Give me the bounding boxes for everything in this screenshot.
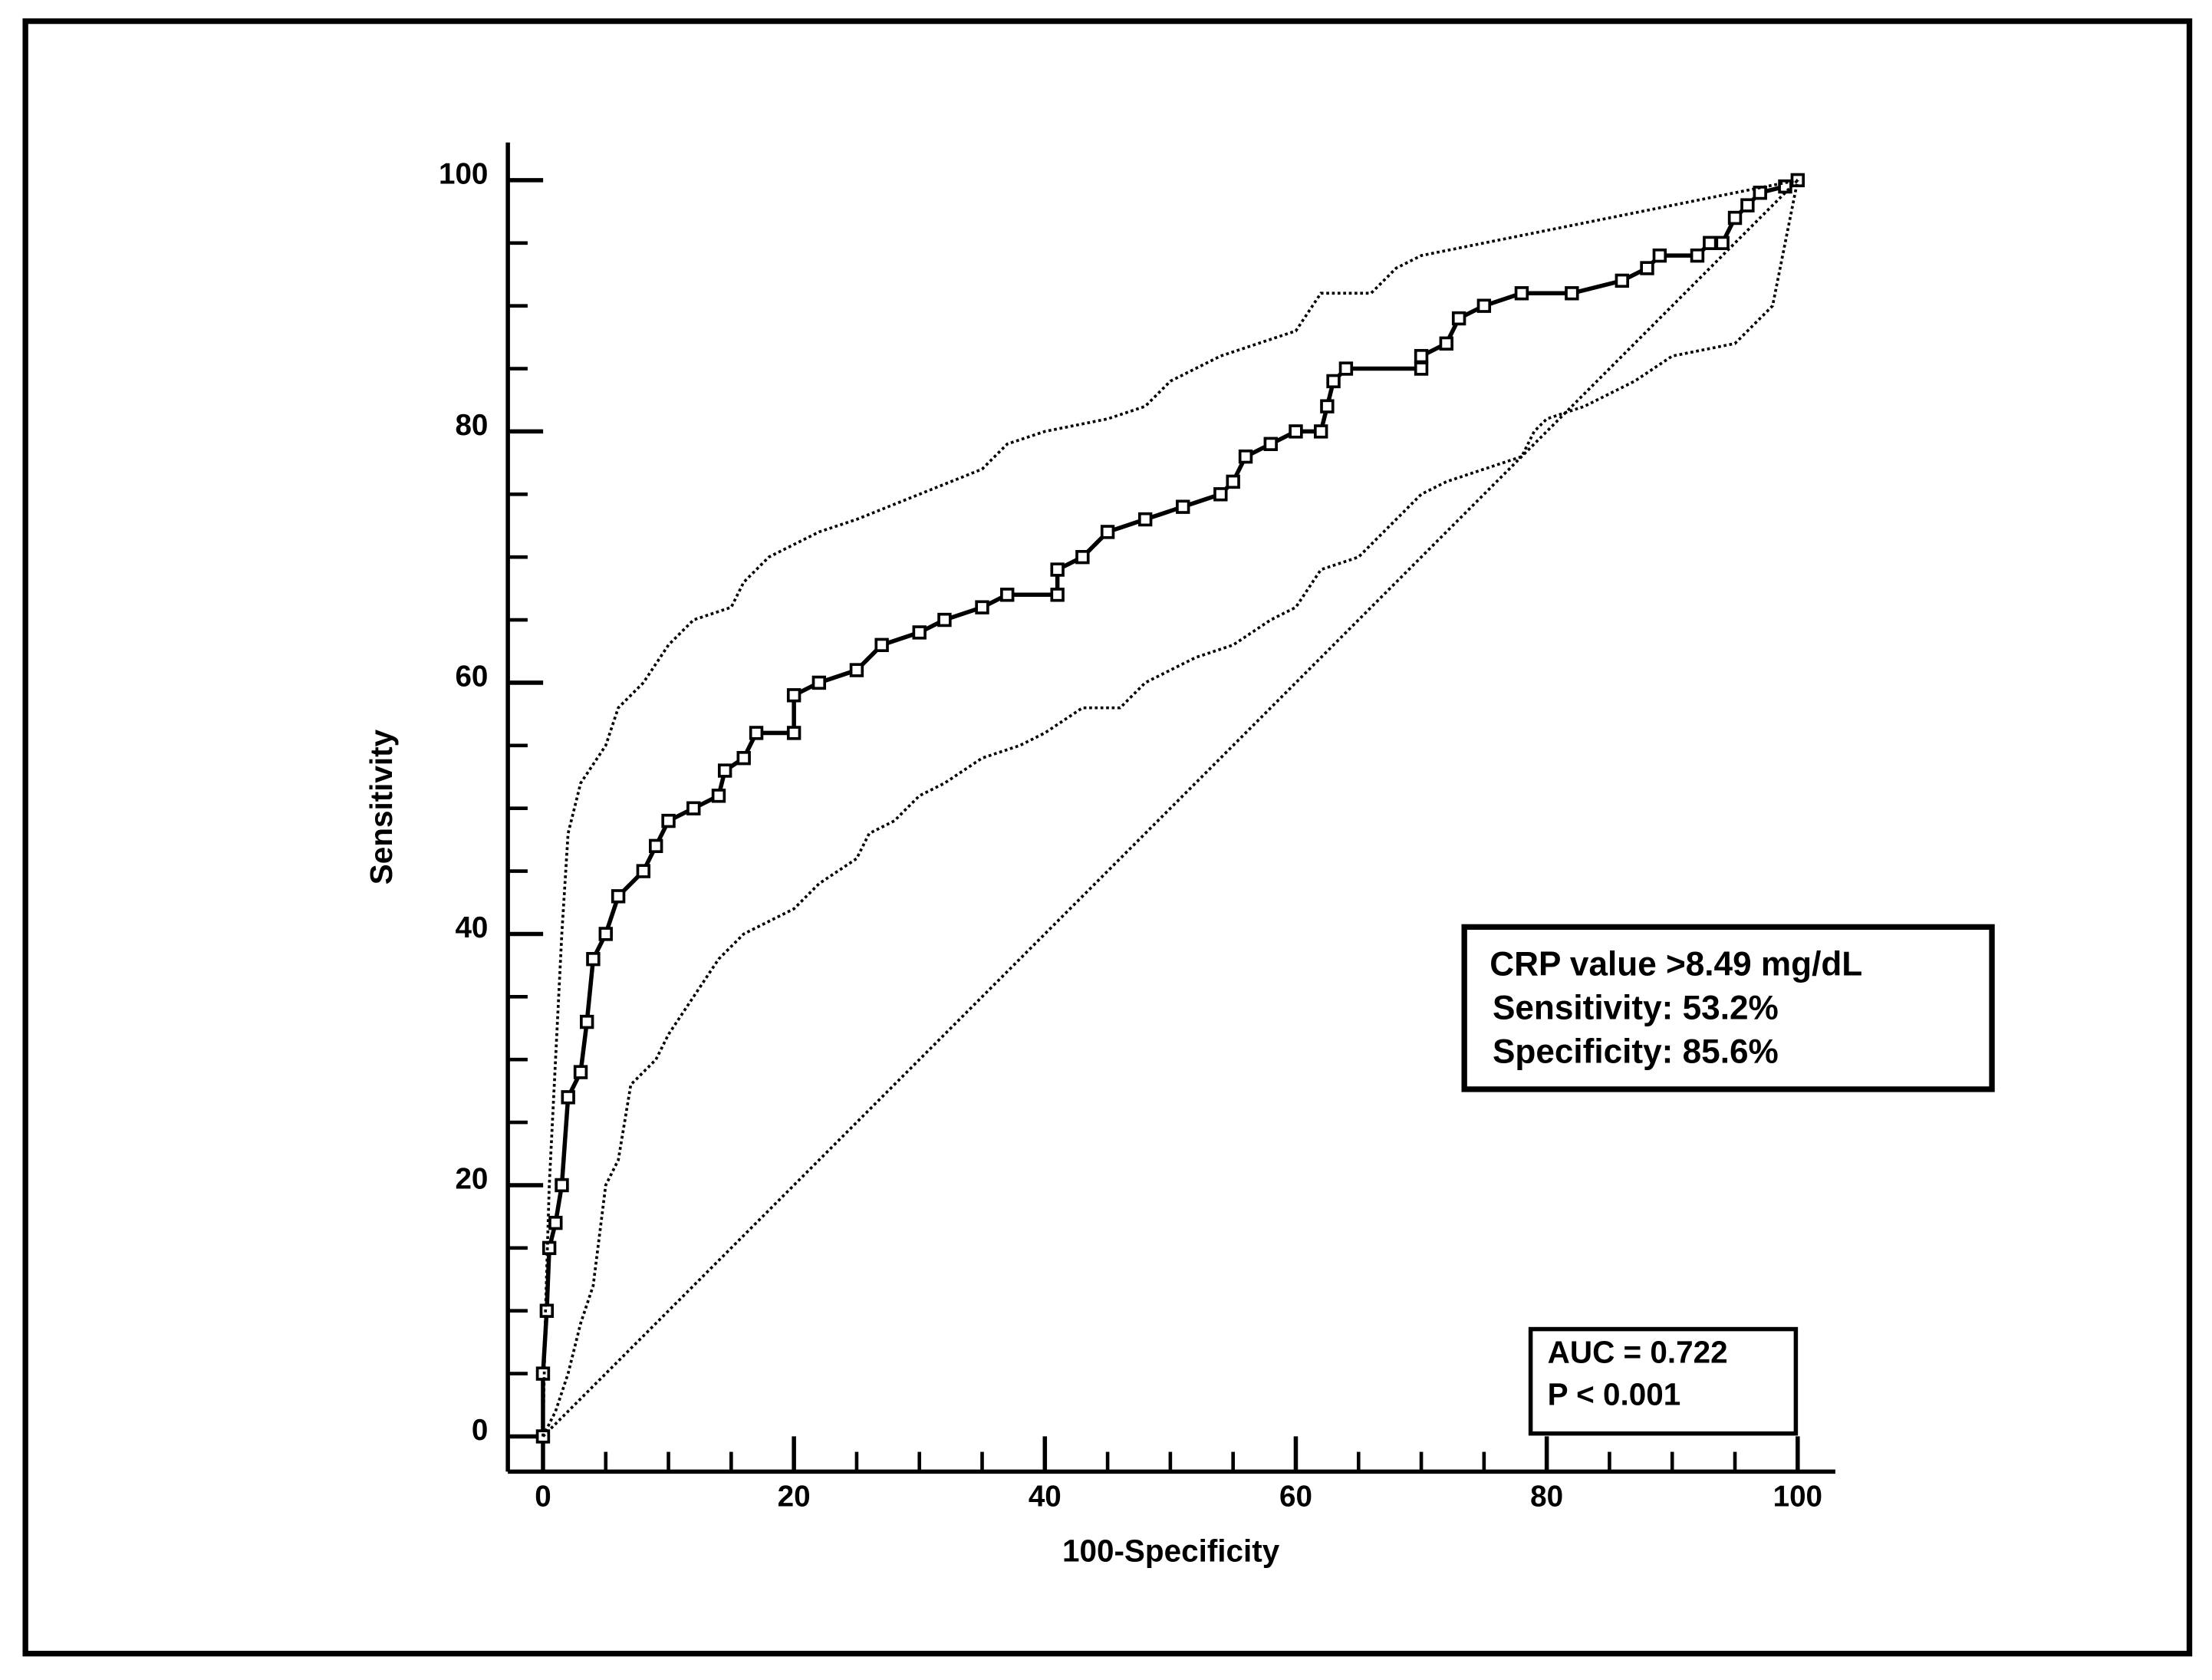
y-tick-label: 20 — [455, 1163, 488, 1196]
marker — [749, 726, 764, 740]
marker — [636, 864, 651, 878]
annotation-box — [1461, 924, 1995, 1092]
marker — [1075, 549, 1090, 565]
annotation-text: CRP value >8.49 mg/dL — [1489, 946, 1862, 983]
y-tick-label: 40 — [455, 911, 488, 944]
marker — [580, 1014, 594, 1029]
curve — [541, 179, 1799, 1438]
annotation-text: AUC = 0.722 — [1548, 1334, 1728, 1369]
marker — [1238, 449, 1253, 464]
marker — [1439, 336, 1453, 351]
x-tick-label: 60 — [1279, 1480, 1312, 1513]
curve — [541, 180, 1799, 1438]
marker — [1703, 236, 1717, 250]
marker — [611, 889, 626, 904]
marker — [811, 675, 827, 690]
annotation-text: Sensitivity: 53.2% — [1493, 990, 1779, 1027]
marker — [1213, 487, 1228, 502]
x-axis-label: 100-Specificity — [1062, 1533, 1280, 1569]
annotation-text: Specificity: 85.6% — [1493, 1033, 1779, 1071]
marker — [1690, 248, 1705, 263]
marker — [555, 1178, 569, 1193]
marker — [1176, 499, 1190, 514]
marker — [1313, 424, 1328, 439]
marker — [711, 789, 726, 803]
marker — [849, 663, 864, 677]
marker — [1050, 588, 1065, 602]
marker — [1263, 436, 1278, 451]
y-tick-label: 0 — [472, 1414, 488, 1447]
y-tick-label: 80 — [455, 409, 488, 442]
marker — [786, 688, 802, 703]
marker — [1514, 286, 1529, 301]
marker — [1615, 273, 1629, 288]
marker — [1727, 210, 1743, 226]
y-tick-label: 60 — [455, 660, 488, 693]
x-tick-label: 80 — [1530, 1480, 1563, 1513]
frame — [22, 18, 2193, 1657]
marker — [1226, 474, 1240, 489]
curve — [541, 179, 1799, 1437]
marker — [937, 612, 952, 628]
x-tick-label: 20 — [778, 1480, 811, 1513]
x-tick-label: 100 — [1773, 1480, 1822, 1513]
marker — [548, 1215, 563, 1230]
marker — [586, 952, 601, 967]
marker — [1050, 562, 1065, 577]
marker — [1640, 261, 1654, 275]
marker — [736, 750, 751, 766]
marker — [912, 625, 927, 640]
marker — [1451, 311, 1466, 326]
annotation-text: P < 0.001 — [1548, 1377, 1681, 1412]
marker — [1715, 236, 1730, 250]
marker — [1476, 298, 1492, 313]
marker — [661, 813, 676, 828]
marker — [975, 600, 989, 614]
marker — [598, 927, 613, 941]
marker — [1000, 588, 1015, 602]
x-tick-label: 0 — [535, 1480, 551, 1513]
marker — [1320, 399, 1335, 413]
marker — [1652, 248, 1667, 263]
marker — [1338, 361, 1354, 376]
marker — [1740, 198, 1755, 212]
marker — [648, 838, 663, 854]
marker — [1137, 512, 1153, 527]
marker — [1565, 286, 1579, 301]
marker — [561, 1090, 575, 1105]
marker — [717, 763, 732, 778]
marker — [1289, 424, 1303, 439]
x-tick-label: 40 — [1029, 1480, 1062, 1513]
y-axis-label: Sensitivity — [364, 729, 399, 884]
marker — [786, 726, 802, 740]
marker — [573, 1065, 588, 1079]
marker — [541, 1240, 557, 1256]
marker — [686, 801, 701, 815]
marker — [1100, 525, 1115, 539]
marker — [1414, 361, 1429, 376]
marker — [874, 637, 889, 652]
annotation-box — [1528, 1326, 1799, 1436]
marker — [1414, 348, 1429, 364]
y-tick-label: 100 — [439, 158, 488, 191]
marker — [1326, 374, 1341, 389]
